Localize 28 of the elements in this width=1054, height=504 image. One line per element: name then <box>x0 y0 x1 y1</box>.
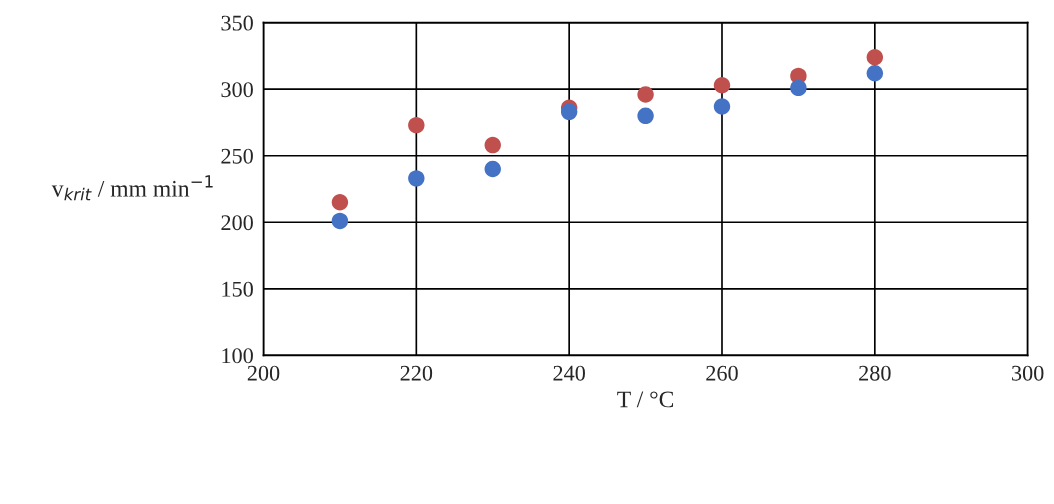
x-tick-label: 300 <box>1012 365 1044 381</box>
point <box>713 77 731 94</box>
x-axis-title: T / °C <box>617 391 674 408</box>
point <box>331 212 349 230</box>
point <box>408 116 425 134</box>
point <box>637 107 654 125</box>
point <box>560 103 578 121</box>
y-tick-label: 150 <box>222 281 253 297</box>
x-tick-label: 260 <box>706 365 738 381</box>
y-axis-title: v$_{krit}$ / mm min$^{−1}$ <box>51 175 213 201</box>
point <box>637 86 654 103</box>
point <box>331 194 349 211</box>
x-tick-label: 200 <box>247 365 280 381</box>
y-tick-label: 350 <box>221 15 253 31</box>
x-tick-label: 220 <box>400 365 433 381</box>
point <box>790 79 807 97</box>
point <box>713 98 731 115</box>
point <box>866 49 884 66</box>
y-tick-label: 300 <box>221 82 253 98</box>
x-tick-label: 240 <box>553 365 585 381</box>
y-tick-label: 100 <box>222 348 253 364</box>
y-tick-label: 200 <box>221 215 253 231</box>
point <box>484 160 501 178</box>
point <box>866 65 884 82</box>
x-tick-label: 280 <box>859 365 891 381</box>
point <box>484 136 501 154</box>
y-tick-label: 250 <box>221 148 253 164</box>
point <box>408 170 425 187</box>
